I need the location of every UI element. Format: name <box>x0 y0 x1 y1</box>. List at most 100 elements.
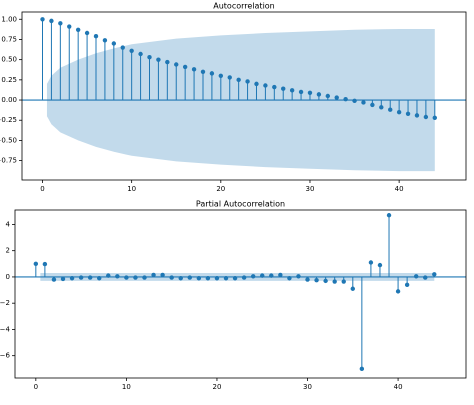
marker <box>200 69 206 74</box>
marker <box>124 275 129 280</box>
marker <box>58 21 63 26</box>
marker <box>115 274 120 279</box>
x-tick-label: 40 <box>394 383 403 391</box>
marker <box>51 277 57 282</box>
marker <box>120 45 125 50</box>
marker <box>278 272 283 278</box>
y-tick-label: −2 <box>0 299 10 307</box>
marker <box>129 48 134 53</box>
y-tick-label: −6 <box>0 352 11 360</box>
marker <box>49 18 54 24</box>
marker <box>334 95 339 100</box>
marker <box>250 274 256 279</box>
marker <box>307 90 313 95</box>
marker <box>352 98 357 104</box>
marker <box>97 276 102 281</box>
marker <box>236 77 241 83</box>
marker <box>350 286 355 291</box>
y-tick-label: −0.25 <box>0 116 17 124</box>
y-tick-label: 1.00 <box>1 15 17 23</box>
y-tick-label: 2 <box>6 247 10 255</box>
marker <box>138 51 143 57</box>
axes-frame <box>21 11 467 181</box>
marker <box>147 55 152 60</box>
marker <box>151 272 156 278</box>
marker <box>165 59 170 65</box>
marker <box>343 97 348 102</box>
marker <box>314 278 319 283</box>
marker <box>241 275 247 280</box>
marker <box>404 282 410 288</box>
marker <box>316 92 322 97</box>
marker <box>289 88 295 93</box>
marker <box>205 276 211 281</box>
marker <box>298 89 304 95</box>
marker <box>133 275 138 280</box>
marker <box>305 277 310 282</box>
y-tick-label: 0.00 <box>1 96 17 104</box>
marker <box>332 279 337 284</box>
marker <box>323 278 328 284</box>
marker <box>60 276 66 282</box>
marker <box>388 107 393 112</box>
x-tick-label: 0 <box>34 383 38 391</box>
marker <box>142 275 147 280</box>
marker <box>414 113 420 118</box>
chart-title: Partial Autocorrelation <box>196 200 285 209</box>
marker <box>209 71 215 76</box>
marker <box>102 38 108 43</box>
marker <box>69 276 75 281</box>
x-tick-label: 30 <box>306 185 315 193</box>
marker <box>260 273 265 278</box>
marker <box>359 366 365 372</box>
marker <box>423 114 429 120</box>
y-tick-label: 4 <box>6 220 11 228</box>
marker <box>111 41 117 46</box>
marker <box>160 272 165 278</box>
marker <box>196 276 202 281</box>
marker <box>78 275 84 280</box>
x-tick-label: 10 <box>127 185 136 193</box>
marker <box>341 279 346 284</box>
marker <box>377 262 383 268</box>
marker <box>174 62 179 67</box>
marker <box>87 275 93 280</box>
y-tick-label: −0.50 <box>0 136 17 144</box>
marker <box>296 274 301 279</box>
y-tick-label: −0.75 <box>0 157 17 165</box>
marker <box>368 260 374 265</box>
x-tick-label: 40 <box>395 185 404 193</box>
x-tick-label: 20 <box>212 383 221 391</box>
marker <box>93 34 99 39</box>
marker <box>106 273 111 278</box>
marker <box>287 276 292 281</box>
marker <box>272 84 277 90</box>
marker <box>423 275 428 280</box>
marker <box>396 109 402 115</box>
marker <box>379 105 384 110</box>
marker <box>40 17 45 22</box>
marker <box>169 275 174 280</box>
marker <box>75 27 81 32</box>
marker <box>432 115 437 121</box>
x-tick-label: 30 <box>303 383 312 391</box>
marker <box>33 261 39 267</box>
marker <box>254 81 259 87</box>
marker <box>325 93 331 99</box>
marker <box>245 79 250 84</box>
marker <box>156 57 161 62</box>
marker <box>187 275 192 280</box>
marker <box>269 273 274 278</box>
y-tick-label: 0 <box>6 273 10 281</box>
marker <box>395 289 401 294</box>
marker <box>361 100 366 105</box>
axes-frame <box>14 209 467 379</box>
x-tick-label: 10 <box>122 383 131 391</box>
marker <box>67 24 72 29</box>
marker <box>232 276 238 281</box>
marker <box>432 272 437 277</box>
marker <box>263 83 268 88</box>
marker <box>227 75 232 80</box>
marker <box>223 276 229 281</box>
